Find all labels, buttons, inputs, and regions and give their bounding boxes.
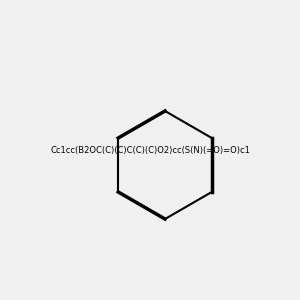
Text: Cc1cc(B2OC(C)(C)C(C)(C)O2)cc(S(N)(=O)=O)c1: Cc1cc(B2OC(C)(C)C(C)(C)O2)cc(S(N)(=O)=O)…	[50, 146, 250, 154]
